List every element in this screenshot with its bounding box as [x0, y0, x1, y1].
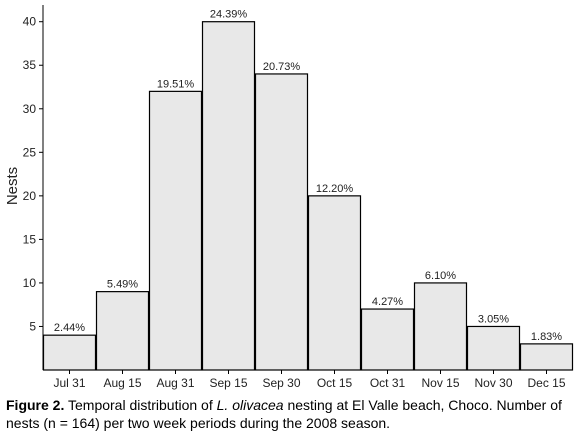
y-tick-label: 25	[23, 145, 37, 159]
y-tick-label: 15	[23, 232, 37, 246]
bar-chart: 5 10 15 20 25 30 35 40 2.44% 5.49% 19.51% 24.39% 20…	[4, 5, 574, 390]
x-tick-label: Sep 15	[209, 376, 247, 390]
bar	[201, 21, 256, 371]
bar-data-label: 3.05%	[478, 313, 509, 325]
x-tick-label: Jul 31	[53, 376, 85, 390]
bar-data-label: 20.73%	[263, 61, 301, 73]
y-tick-label: 10	[23, 276, 37, 290]
x-tick-label: Sep 30	[262, 376, 300, 390]
bar-data-label: 12.20%	[316, 183, 354, 195]
bar	[95, 291, 150, 371]
bar-data-label: 5.49%	[107, 279, 138, 291]
y-tick-label: 30	[23, 102, 37, 116]
bar	[413, 282, 468, 371]
bar-data-label: 6.10%	[425, 270, 456, 282]
y-tick-label: 5	[29, 319, 36, 333]
bar-data-label: 24.39%	[210, 9, 248, 21]
figure-caption: Figure 2. Temporal distribution of L. ol…	[6, 396, 576, 432]
caption-text-before: Temporal distribution of	[64, 397, 217, 413]
bar	[519, 343, 574, 371]
bar-data-label: 19.51%	[157, 78, 195, 90]
x-tick-label: Aug 15	[103, 376, 141, 390]
y-tick-label: 40	[23, 15, 37, 29]
x-tick-label: Dec 15	[527, 376, 565, 390]
x-tick-label: Oct 15	[317, 376, 353, 390]
caption-species-name: L. olivacea	[216, 397, 284, 413]
bars	[42, 21, 574, 371]
bar	[466, 325, 521, 371]
bar	[148, 90, 203, 371]
data-labels: 2.44% 5.49% 19.51% 24.39% 20.73% 12.20% 4.27% 6…	[54, 9, 562, 343]
bar-data-label: 4.27%	[372, 296, 403, 308]
caption-figure-label: Figure 2.	[6, 397, 65, 413]
x-tick-label: Nov 15	[421, 376, 459, 390]
x-tick-label: Nov 30	[474, 376, 512, 390]
y-axis-label: Nests	[4, 167, 21, 205]
y-tick-label: 35	[23, 58, 37, 72]
caption-text-after: nesting at El Valle beach, Choco. Number…	[6, 397, 562, 431]
y-axis-ticks: 5 10 15 20 25 30 35 40	[23, 15, 43, 333]
bar	[360, 308, 415, 371]
bar-data-label: 1.83%	[531, 331, 562, 343]
x-tick-label: Aug 31	[156, 376, 194, 390]
x-tick-label: Oct 31	[370, 376, 406, 390]
bar	[254, 73, 309, 371]
bar-data-label: 2.44%	[54, 322, 85, 334]
bar	[307, 195, 362, 371]
y-tick-label: 20	[23, 189, 37, 203]
bar	[42, 334, 97, 371]
x-axis-ticks: Jul 31 Aug 15 Aug 31 Sep 15 Sep 30 Oct 15 Oct …	[53, 370, 566, 390]
